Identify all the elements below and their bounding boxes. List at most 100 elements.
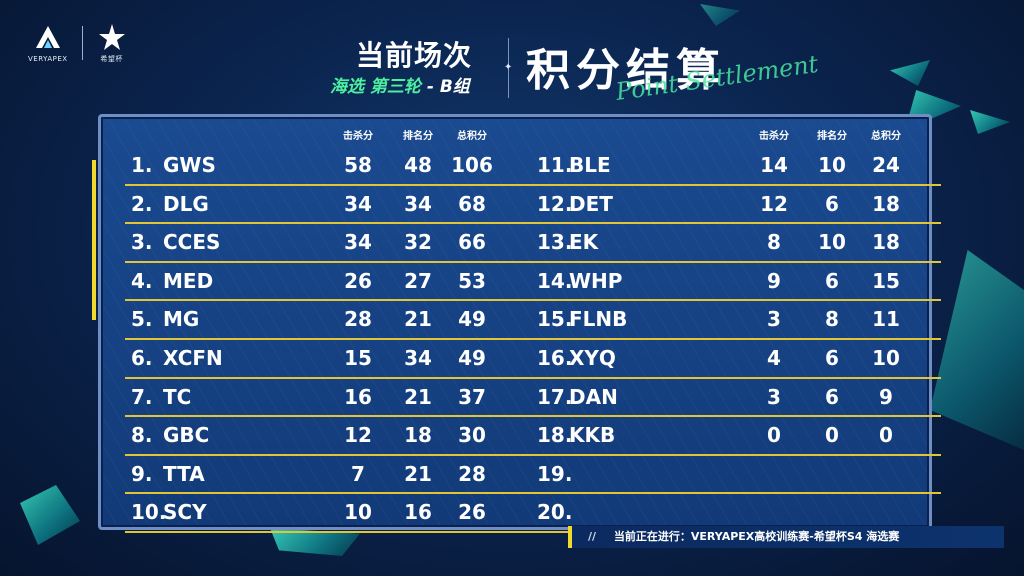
round-group: - B组 [426,77,470,97]
table-row: 16. XYQ 4 6 10 [531,340,941,379]
kills-cell: 4 [767,345,781,370]
team-name-cell: FLNB [569,307,628,332]
table-row: 1. GWS 58 48 106 [125,147,535,186]
placement-cell: 0 [825,423,839,448]
placement-cell: 21 [404,461,432,486]
team-name-cell: MED [163,268,214,293]
placement-cell: 6 [825,191,839,216]
rank-cell: 19. [537,461,573,486]
team-name-cell: KKB [569,423,616,448]
team-name-cell: MG [163,307,200,332]
placement-cell: 27 [404,268,432,293]
veryapex-logo: VERYAPEX [28,23,68,63]
main-title: 积分结算 [526,45,726,96]
total-cell: 53 [458,268,486,293]
total-cell: 0 [879,423,893,448]
placement-cell: 10 [818,230,846,255]
header-total: 总积分 [457,131,487,142]
rank-cell: 4. [131,268,153,293]
kills-cell: 9 [767,268,781,293]
header-kills: 击杀分 [343,131,373,142]
table-row: 3. CCES 34 32 66 [125,224,535,263]
rank-cell: 6. [131,345,153,370]
rank-cell: 1. [131,153,153,177]
table-row: 19. [531,456,941,495]
logo1-label: VERYAPEX [28,55,68,63]
placement-cell: 6 [825,268,839,293]
rank-cell: 15. [537,307,573,332]
table-row: 8. GBC 12 18 30 [125,417,535,456]
table-row: 10. SCY 10 16 26 [125,494,535,533]
column-header: 击杀分 排名分 总积分 [125,117,535,147]
total-cell: 15 [872,268,900,293]
placement-cell: 48 [404,153,432,177]
table-row: 2. DLG 34 34 68 [125,186,535,225]
rank-cell: 10. [131,500,167,525]
decor-shard [20,485,80,545]
team-name-cell: DET [569,191,613,216]
rank-cell: 11. [537,153,573,177]
kills-cell: 8 [767,230,781,255]
placement-cell: 10 [818,153,846,177]
kills-cell: 3 [767,384,781,409]
ticker-text: 当前正在进行：VERYAPEX高校训练赛-希望杯S4 海选赛 [613,530,900,543]
total-cell: 30 [458,423,486,448]
star-icon: ✦ [504,62,513,73]
placement-cell: 32 [404,230,432,255]
decor-shard [930,250,1024,450]
rank-cell: 20. [537,500,573,525]
table-row: 4. MED 26 27 53 [125,263,535,302]
brand-logos: VERYAPEX 希望杯 [28,22,127,64]
total-cell: 24 [872,153,900,177]
decor-shard [890,60,930,86]
team-name-cell: DAN [569,384,618,409]
rank-cell: 18. [537,423,573,448]
total-cell: 106 [451,153,493,177]
table-row: 17. DAN 3 6 9 [531,379,941,418]
header-total: 总积分 [871,131,901,142]
team-name-cell: EK [569,230,599,255]
table-row: 11. BLE 14 10 24 [531,147,941,186]
kills-cell: 12 [760,191,788,216]
veryapex-logo-icon [35,26,60,48]
table-row: 18. KKB 0 0 0 [531,417,941,456]
team-name-cell: SCY [163,500,207,525]
hope-cup-logo: 希望杯 [97,22,127,64]
placement-cell: 18 [404,423,432,448]
team-name-cell: XYQ [569,345,616,370]
table-row: 12. DET 12 6 18 [531,186,941,225]
kills-cell: 15 [344,345,372,370]
rank-cell: 3. [131,230,153,255]
standings-column-right: 击杀分 排名分 总积分 11. BLE 14 10 24 12. DET 12 6 18 13. EK… [531,117,941,533]
decor-shard [700,4,740,26]
table-row: 14. WHP 9 6 15 [531,263,941,302]
kills-cell: 3 [767,307,781,332]
total-cell: 49 [458,345,486,370]
team-name-cell: CCES [163,230,221,255]
kills-cell: 34 [344,191,372,216]
rank-cell: 16. [537,345,573,370]
round-title: 当前场次 [356,39,473,72]
rank-cell: 9. [131,461,153,486]
table-row: 7. TC 16 21 37 [125,379,535,418]
kills-cell: 14 [760,153,788,177]
total-cell: 18 [872,191,900,216]
header-divider [508,38,509,98]
total-cell: 18 [872,230,900,255]
placement-cell: 6 [825,345,839,370]
header-kills: 击杀分 [759,131,789,142]
total-cell: 28 [458,461,486,486]
team-name-cell: XCFN [163,345,223,370]
kills-cell: 7 [351,461,365,486]
team-name-cell: BLE [569,153,611,177]
total-cell: 49 [458,307,486,332]
kills-cell: 28 [344,307,372,332]
header-placement: 排名分 [403,131,433,142]
total-cell: 9 [879,384,893,409]
team-name-cell: TTA [163,461,205,486]
column-header: 击杀分 排名分 总积分 [531,117,941,147]
placement-cell: 6 [825,384,839,409]
logo2-label: 希望杯 [100,55,123,63]
team-name-cell: GWS [163,153,216,177]
total-cell: 26 [458,500,486,525]
